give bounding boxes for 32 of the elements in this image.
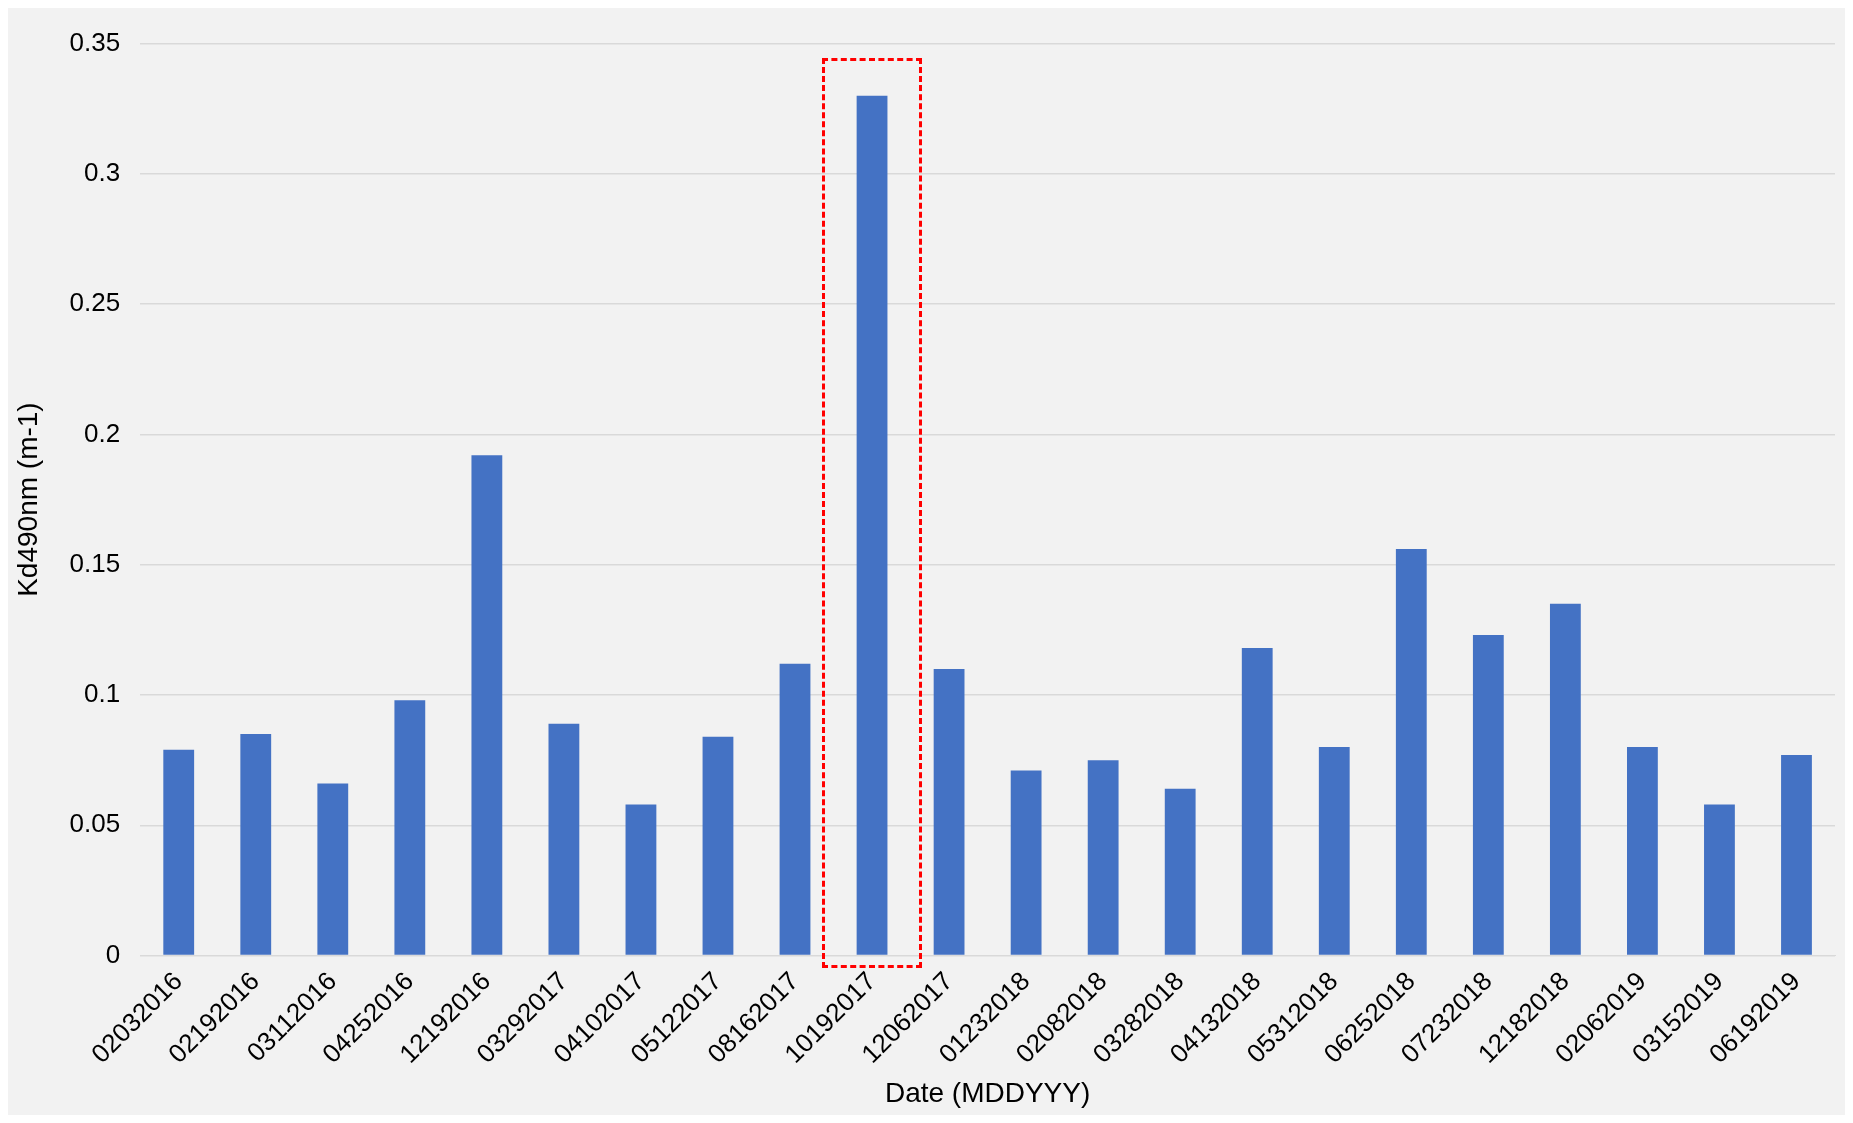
bar bbox=[394, 700, 426, 955]
bar bbox=[1704, 804, 1735, 955]
bar bbox=[856, 95, 888, 955]
bar bbox=[317, 783, 349, 955]
bar bbox=[1087, 760, 1119, 955]
bar bbox=[163, 749, 195, 955]
bar bbox=[933, 668, 965, 955]
x-axis-title: Date (MDDYYY) bbox=[884, 1076, 1091, 1108]
bar bbox=[1472, 635, 1504, 955]
y-axis-title: Kd490nm (m-1) bbox=[11, 402, 43, 597]
bar bbox=[471, 455, 503, 955]
y-tick-label: 0.05 bbox=[69, 808, 121, 839]
bar bbox=[702, 736, 734, 955]
bar bbox=[1241, 648, 1273, 955]
bar bbox=[1781, 754, 1812, 955]
y-tick-label: 0.25 bbox=[69, 287, 121, 318]
bar bbox=[625, 804, 657, 955]
y-tick-label: 0.2 bbox=[84, 417, 121, 448]
bar bbox=[1627, 747, 1658, 955]
y-tick-label: 0 bbox=[105, 938, 121, 969]
bar bbox=[240, 734, 272, 955]
y-tick-label: 0.1 bbox=[84, 678, 121, 709]
y-tick-label: 0.15 bbox=[69, 547, 121, 578]
bar bbox=[1164, 788, 1196, 955]
bar bbox=[1549, 603, 1581, 955]
bar bbox=[1010, 770, 1042, 955]
y-tick-label: 0.3 bbox=[84, 157, 121, 188]
bar bbox=[548, 723, 580, 955]
bar bbox=[779, 663, 811, 955]
bar bbox=[1395, 549, 1427, 955]
y-tick-label: 0.35 bbox=[69, 26, 121, 57]
bar bbox=[1318, 747, 1350, 955]
